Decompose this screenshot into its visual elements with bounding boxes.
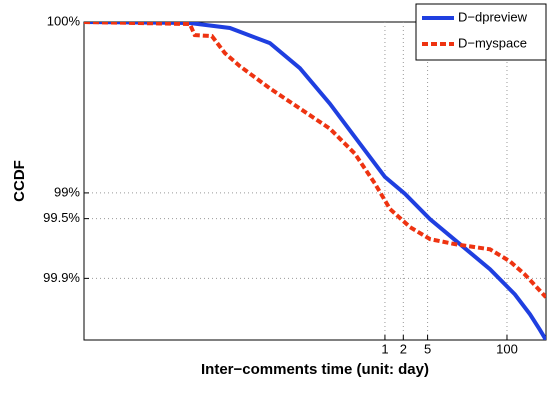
x-tick-label: 100 bbox=[496, 341, 518, 356]
y-tick-label: 99.9% bbox=[43, 270, 80, 285]
legend-box bbox=[415, 3, 547, 61]
series-line bbox=[84, 22, 546, 299]
plot-frame bbox=[83, 21, 547, 341]
x-axis-title: Inter−comments time (unit: day) bbox=[201, 361, 429, 378]
x-tick-label: 2 bbox=[400, 341, 407, 356]
y-axis-title: CCDF bbox=[11, 160, 28, 202]
series-line bbox=[84, 22, 546, 340]
legend: D−dpreview D−myspace bbox=[415, 3, 547, 61]
x-tick-label: 5 bbox=[424, 341, 431, 356]
y-tick-label: 99% bbox=[54, 184, 80, 199]
legend-label: D−dpreview bbox=[458, 9, 528, 24]
x-tick-label: 1 bbox=[381, 341, 388, 356]
y-tick-label: 99.5% bbox=[43, 210, 80, 225]
legend-label: D−myspace bbox=[458, 35, 527, 50]
y-tick-label: 100% bbox=[47, 13, 81, 28]
